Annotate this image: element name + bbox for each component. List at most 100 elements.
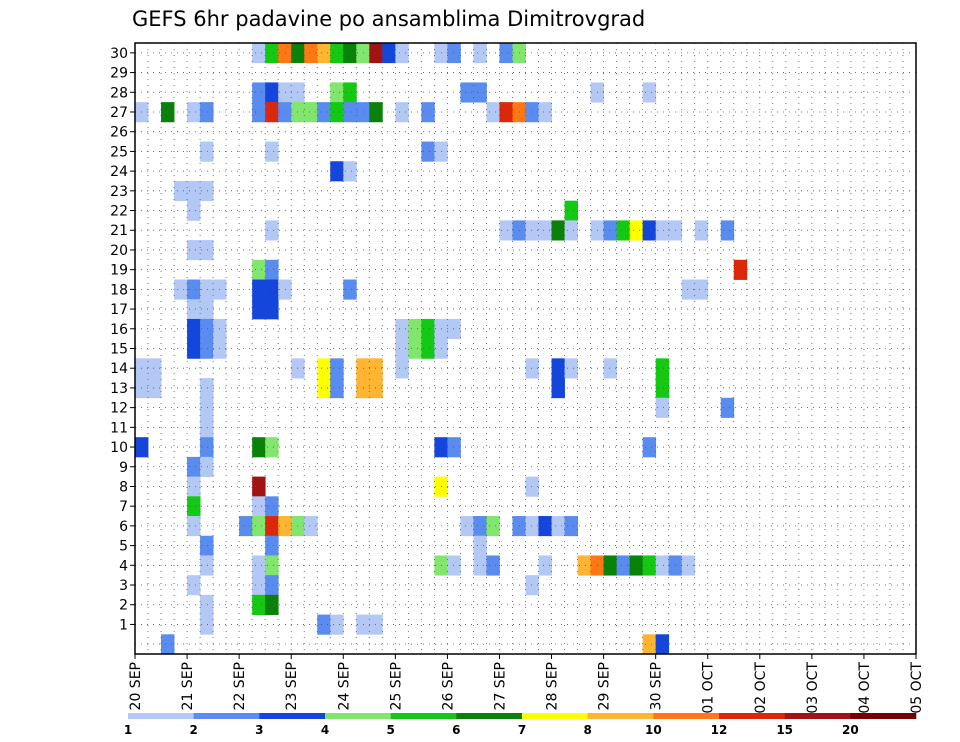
heatmap-cell [330, 82, 344, 103]
heatmap-cell [278, 516, 292, 537]
heatmap-cell [720, 220, 735, 241]
x-tick-label: 28 SEP [545, 662, 561, 710]
x-tick-label: 04 OCT [857, 662, 873, 714]
heatmap-cell [317, 358, 331, 379]
y-tick-label: 28 [110, 85, 128, 101]
heatmap-cell [369, 358, 383, 379]
heatmap-cell [525, 358, 539, 379]
heatmap-cell [681, 555, 696, 576]
heatmap-cell [200, 456, 214, 478]
heatmap-cell [148, 378, 162, 399]
y-tick-label: 23 [110, 184, 128, 200]
legend-label: 15 [776, 723, 793, 737]
heatmap-cell [200, 397, 214, 418]
heatmap-cell [265, 496, 279, 517]
legend-label: 1 [124, 723, 132, 737]
heatmap-cell [447, 43, 461, 64]
heatmap-cell [369, 378, 383, 399]
heatmap-cell [317, 102, 331, 123]
heatmap-cell [252, 516, 266, 537]
heatmap-cell [395, 338, 409, 359]
heatmap-cell [200, 378, 214, 399]
heatmap-cell [252, 437, 266, 458]
legend-swatch [653, 713, 720, 719]
heatmap-cell [694, 220, 709, 241]
heatmap-cell [343, 43, 357, 64]
heatmap-cell [395, 102, 409, 123]
heatmap-cell [642, 437, 657, 458]
heatmap-cell [278, 82, 292, 103]
x-tick-label: 29 SEP [597, 662, 613, 710]
x-tick-label: 01 OCT [701, 662, 717, 714]
y-tick-label: 3 [119, 578, 128, 594]
heatmap-cell [187, 516, 201, 537]
heatmap-cell [252, 555, 266, 576]
heatmap-cell [395, 318, 409, 340]
heatmap-cell [356, 614, 370, 635]
legend-swatch [784, 713, 851, 719]
heatmap-cell [473, 535, 487, 556]
heatmap-cell [655, 378, 670, 399]
heatmap-cell [265, 220, 279, 241]
heatmap-cell [499, 102, 513, 123]
y-tick-label: 10 [110, 440, 128, 456]
heatmap-cell [694, 279, 709, 300]
heatmap-cell [252, 594, 266, 615]
heatmap-cell [265, 141, 279, 162]
legend-label: 3 [255, 723, 263, 737]
heatmap-cell [265, 279, 279, 300]
heatmap-cell [655, 358, 670, 379]
heatmap-cell [200, 299, 214, 320]
x-tick-label: 30 SEP [649, 662, 665, 710]
heatmap-cell [733, 259, 748, 280]
x-tick-label: 27 SEP [492, 662, 508, 710]
heatmap-cell [499, 43, 513, 64]
heatmap-cell [239, 516, 253, 537]
heatmap-cell [655, 220, 670, 241]
x-tick-label: 02 OCT [753, 662, 769, 714]
heatmap-cell [252, 279, 266, 300]
heatmap-cell [616, 555, 631, 576]
heatmap-cell [538, 555, 552, 576]
heatmap-cell [317, 614, 331, 635]
heatmap-cell [187, 496, 201, 517]
legend-label: 7 [518, 723, 526, 737]
y-tick-label: 21 [110, 223, 128, 239]
heatmap-cell [200, 338, 214, 359]
heatmap-cell [421, 318, 435, 340]
legend-label: 20 [842, 723, 859, 737]
heatmap-cell [486, 102, 500, 123]
heatmap-cell [200, 102, 214, 123]
heatmap-cell [304, 43, 318, 64]
y-tick-label: 1 [119, 617, 128, 633]
heatmap-cell [629, 220, 644, 241]
y-tick-label: 22 [110, 204, 128, 220]
heatmap-cell [538, 102, 552, 123]
heatmap-cell [252, 476, 266, 497]
heatmap-cell [161, 102, 175, 123]
y-axis: 1234567891011121314151617181920212223242… [110, 46, 135, 633]
heatmap-cell [304, 102, 318, 123]
heatmap-cell [551, 516, 565, 537]
heatmap-cell [187, 279, 201, 300]
heatmap-cell [200, 535, 214, 556]
heatmap-cell [551, 358, 565, 379]
legend-swatch [259, 713, 326, 719]
heatmap-cell [642, 220, 657, 241]
legend-swatch [128, 713, 194, 719]
grid-lines [134, 43, 917, 654]
legend-swatch [325, 713, 391, 719]
y-tick-label: 9 [119, 460, 128, 476]
heatmap-cell [642, 82, 657, 103]
heatmap-cell [447, 437, 461, 458]
heatmap-cells [135, 43, 748, 655]
heatmap-cell [265, 516, 279, 537]
heatmap-cell [200, 318, 214, 340]
heatmap-cell [408, 338, 422, 359]
y-tick-label: 13 [110, 381, 128, 397]
y-tick-label: 30 [110, 46, 128, 62]
y-tick-label: 12 [110, 401, 128, 417]
heatmap-cell [460, 82, 474, 103]
heatmap-cell [551, 378, 565, 399]
